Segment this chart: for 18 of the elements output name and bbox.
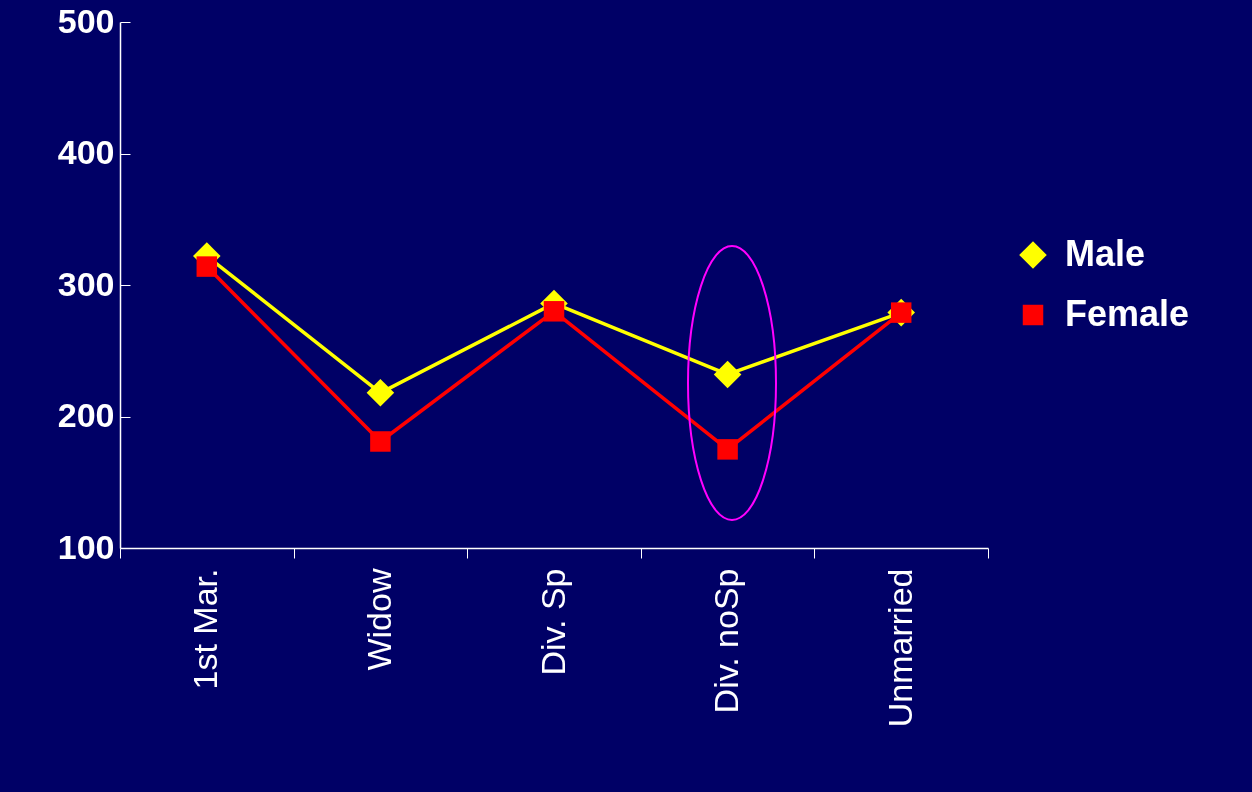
y-tick-label: 200 xyxy=(57,396,115,434)
x-tick-label: Div. Sp xyxy=(533,568,572,676)
legend-label: Male xyxy=(1065,233,1146,274)
legend-label: Female xyxy=(1065,293,1190,334)
point xyxy=(370,431,391,452)
x-tick-label: Div. noSp xyxy=(707,568,746,714)
point xyxy=(543,301,565,322)
point xyxy=(717,439,738,460)
point xyxy=(713,360,742,389)
point xyxy=(196,256,218,277)
x-tick-label: Unmarried xyxy=(880,568,919,728)
point xyxy=(366,379,395,407)
y-tick-label: 300 xyxy=(57,264,115,303)
x-tick-label: Widow xyxy=(359,568,398,671)
y-tick-label: 400 xyxy=(57,133,115,171)
y-tick-label: 500 xyxy=(57,1,115,40)
x-tick-label: 1st Mar. xyxy=(186,568,225,690)
y-tick-label: 100 xyxy=(57,527,115,566)
